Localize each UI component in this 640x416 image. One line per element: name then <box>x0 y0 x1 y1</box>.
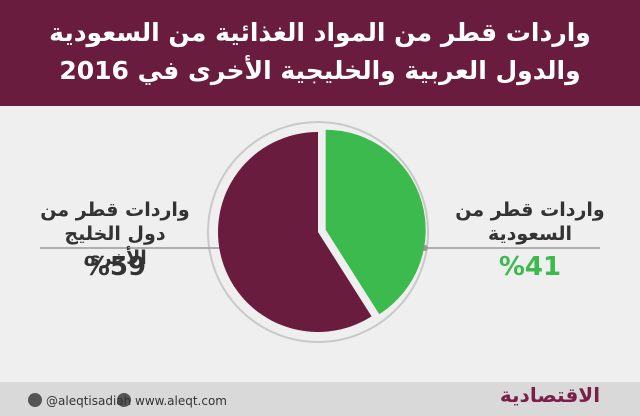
value-label: %41 <box>498 252 562 282</box>
pie-slice <box>325 129 426 315</box>
twitter-icon <box>28 393 42 407</box>
logo: الاقتصادية <box>499 383 601 407</box>
pie-ring <box>207 121 429 343</box>
category-label: واردات قطر من دول الخليج الأخرى <box>40 199 190 269</box>
pie-slice <box>217 132 372 332</box>
website: www.aleqt.com <box>135 394 227 408</box>
value-label: %59 <box>83 252 147 282</box>
header <box>0 0 640 106</box>
twitter-handle: @aleqtisadiah <box>46 394 132 408</box>
web-icon <box>117 393 131 407</box>
category-label: واردات قطر من السعودية <box>455 199 605 245</box>
chart-title: واردات قطر من المواد الغذائية من السعودي… <box>49 18 591 85</box>
footer <box>0 382 640 416</box>
